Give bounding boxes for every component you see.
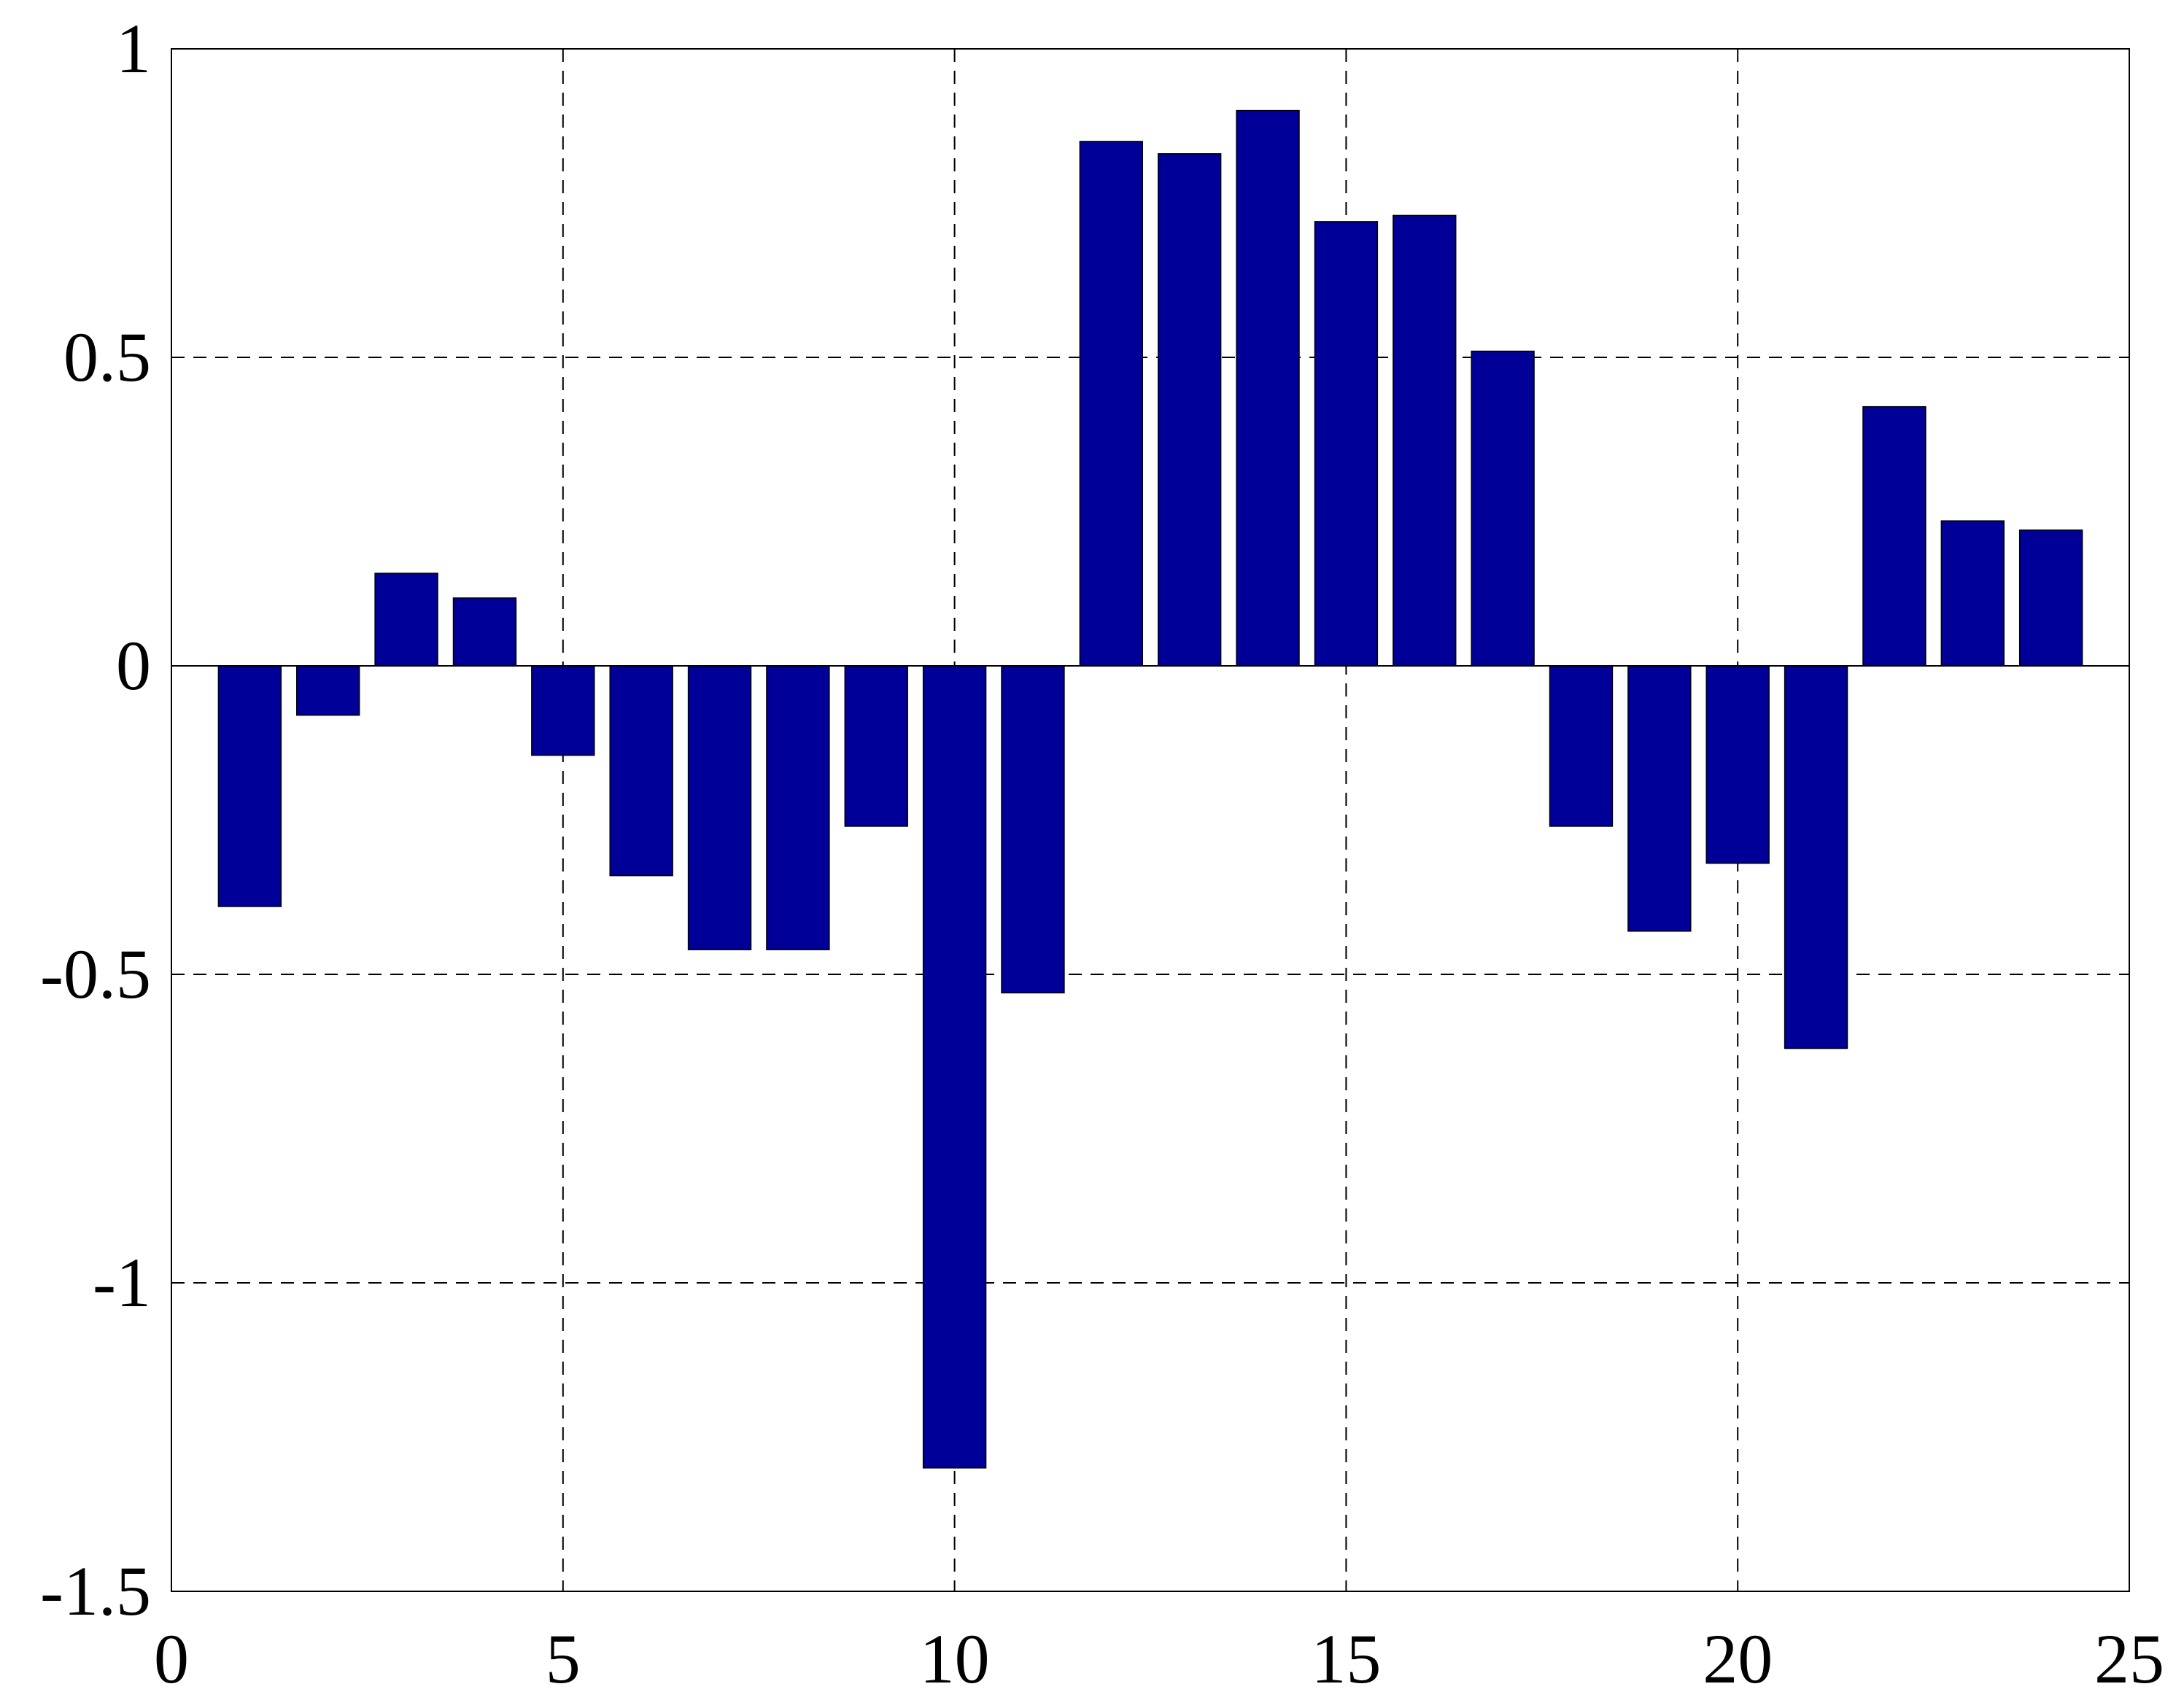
bar xyxy=(1001,665,1065,994)
bar xyxy=(766,665,830,950)
bar xyxy=(374,573,438,667)
plot-frame xyxy=(171,48,2130,1592)
y-tick-label: 0 xyxy=(116,626,151,705)
bar xyxy=(687,665,752,950)
y-tick-label: 1 xyxy=(116,9,151,88)
bar xyxy=(922,665,987,1469)
x-tick-label: 15 xyxy=(1311,1620,1381,1698)
bar xyxy=(2018,529,2083,667)
bar xyxy=(1157,153,1222,667)
bar xyxy=(1705,665,1770,864)
x-tick-label: 0 xyxy=(154,1620,189,1698)
bar xyxy=(1627,665,1692,932)
y-tick-label: -1 xyxy=(93,1243,151,1321)
bar xyxy=(296,665,360,716)
x-tick-label: 5 xyxy=(546,1620,581,1698)
x-tick-label: 25 xyxy=(2094,1620,2164,1698)
y-tick-label: -0.5 xyxy=(40,935,151,1013)
bar xyxy=(1549,665,1614,827)
bar xyxy=(1236,109,1300,667)
bar xyxy=(452,597,517,667)
bar xyxy=(609,665,673,877)
bar xyxy=(1940,520,2005,667)
bar xyxy=(1862,405,1927,667)
bar xyxy=(1393,214,1457,667)
bar xyxy=(1314,221,1379,667)
y-tick-label: -1.5 xyxy=(40,1552,151,1630)
y-tick-label: 0.5 xyxy=(63,318,151,396)
x-tick-label: 10 xyxy=(920,1620,990,1698)
bar xyxy=(1784,665,1848,1049)
bar xyxy=(217,665,282,907)
bar xyxy=(531,665,595,756)
bar xyxy=(1471,350,1535,667)
bar xyxy=(844,665,908,827)
bar xyxy=(1079,141,1144,667)
x-tick-label: 20 xyxy=(1703,1620,1773,1698)
